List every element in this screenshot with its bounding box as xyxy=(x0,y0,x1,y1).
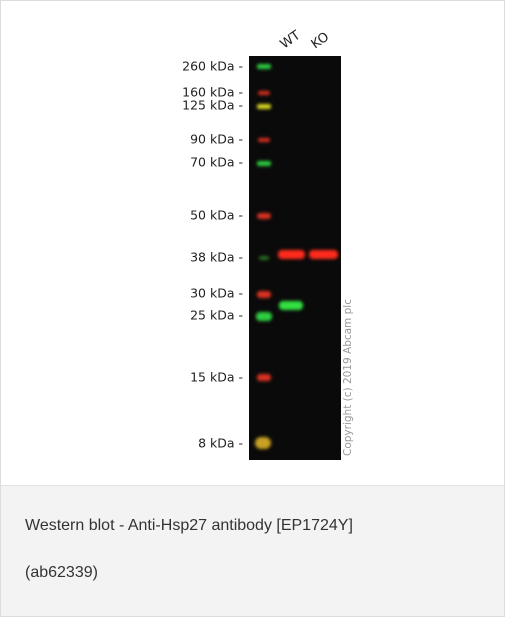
western-blot: WT KO 260 kDa - 160 kDa - 125 kDa - 90 k… xyxy=(1,1,504,485)
marker-label: 38 kDa - xyxy=(190,250,243,265)
image-card: WT KO 260 kDa - 160 kDa - 125 kDa - 90 k… xyxy=(0,0,505,617)
caption-line: (ab62339) xyxy=(25,564,98,582)
marker-label: 30 kDa - xyxy=(190,286,243,301)
marker-label: 125 kDa - xyxy=(182,98,243,113)
lane-label: KO xyxy=(309,30,332,53)
caption-line: Western blot - Anti-Hsp27 antibody [EP17… xyxy=(25,517,353,535)
marker-label: 50 kDa - xyxy=(190,208,243,223)
lane-label: WT xyxy=(278,28,304,52)
marker-label: 15 kDa - xyxy=(190,370,243,385)
copyright: Copyright (c) 2019 Abcam plc xyxy=(342,299,354,456)
marker-label: 90 kDa - xyxy=(190,132,243,147)
figure: WT KO 260 kDa - 160 kDa - 125 kDa - 90 k… xyxy=(1,1,504,485)
caption: Western blot - Anti-Hsp27 antibody [EP17… xyxy=(1,485,504,617)
marker-label: 8 kDa - xyxy=(198,436,243,451)
marker-label: 260 kDa - xyxy=(182,59,243,74)
marker-label: 70 kDa - xyxy=(190,155,243,170)
marker-label: 25 kDa - xyxy=(190,308,243,323)
